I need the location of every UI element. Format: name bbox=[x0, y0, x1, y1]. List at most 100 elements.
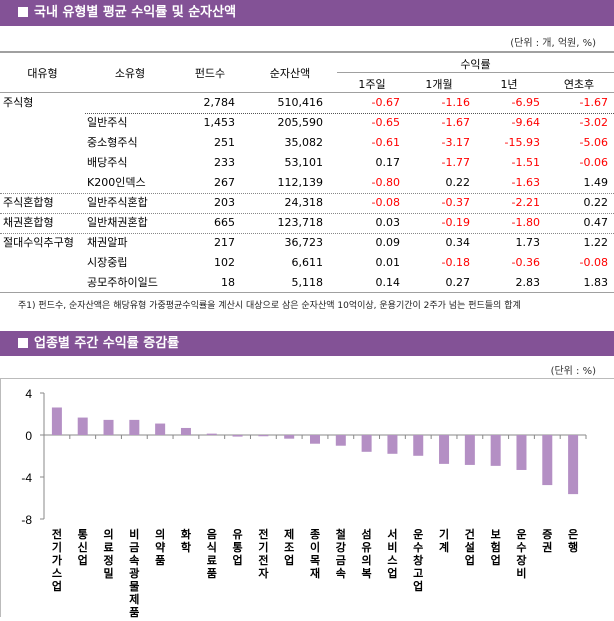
funds-cell: 267 bbox=[214, 176, 235, 189]
assets-cell: 35,082 bbox=[284, 136, 324, 149]
major-cell: 채권혼합형 bbox=[3, 216, 54, 229]
bar-기계 bbox=[439, 435, 450, 464]
y-tick-label: 4 bbox=[25, 387, 32, 401]
w1-cell: -0.65 bbox=[371, 116, 400, 129]
row-separator bbox=[0, 193, 614, 194]
w1-cell: -0.08 bbox=[371, 196, 400, 209]
ytd-cell: -1.67 bbox=[579, 96, 608, 109]
square-icon bbox=[18, 7, 28, 17]
funds-cell: 251 bbox=[214, 136, 235, 149]
ytd-cell: 0.47 bbox=[583, 216, 609, 229]
y-tick-label: -4 bbox=[21, 471, 32, 485]
minor-cell: 중소형주식 bbox=[87, 136, 138, 149]
m1-cell: -1.67 bbox=[441, 116, 470, 129]
header-minor: 소유형 bbox=[114, 67, 146, 80]
bar-건설업 bbox=[464, 435, 475, 465]
y1-cell: -15.93 bbox=[504, 136, 540, 149]
bar-통신업 bbox=[77, 417, 88, 435]
m1-cell: -0.19 bbox=[441, 216, 470, 229]
square-icon bbox=[18, 338, 28, 348]
bar-제조업 bbox=[284, 435, 295, 439]
m1-cell: -0.18 bbox=[441, 256, 470, 269]
bar-운수장비 bbox=[516, 435, 527, 470]
bar-화학 bbox=[180, 427, 191, 435]
minor-cell: 일반주식혼합 bbox=[87, 196, 148, 209]
unit-label: (단위 : 개, 억원, %) bbox=[510, 38, 596, 49]
y1-cell: -9.64 bbox=[511, 116, 540, 129]
y1-cell: 1.73 bbox=[515, 236, 541, 249]
section-title-text: 업종별 주간 수익률 증감률 bbox=[34, 336, 180, 351]
y1-cell: -1.80 bbox=[511, 216, 540, 229]
assets-cell: 6,611 bbox=[291, 256, 324, 269]
minor-cell: K200인덱스 bbox=[87, 176, 146, 189]
ytd-cell: -3.02 bbox=[579, 116, 608, 129]
assets-cell: 5,118 bbox=[291, 276, 324, 289]
bar-증권 bbox=[542, 435, 553, 486]
section-title-sector-returns: 업종별 주간 수익률 증감률 bbox=[0, 331, 614, 356]
table-bottom-border bbox=[0, 292, 614, 293]
y1-cell: -6.95 bbox=[511, 96, 540, 109]
ytd-cell: -0.08 bbox=[579, 256, 608, 269]
header-divider bbox=[337, 72, 614, 73]
unit-label: (단위 : %) bbox=[550, 366, 596, 377]
w1-cell: -0.80 bbox=[371, 176, 400, 189]
bar-운수창고업 bbox=[413, 435, 424, 456]
row-separator bbox=[0, 213, 614, 214]
m1-cell: 0.22 bbox=[445, 176, 471, 189]
m1-cell: -0.37 bbox=[441, 196, 470, 209]
funds-cell: 217 bbox=[214, 236, 235, 249]
minor-cell: 채권알파 bbox=[87, 236, 128, 249]
assets-cell: 53,101 bbox=[284, 156, 324, 169]
bar-보험업 bbox=[490, 435, 501, 466]
footnote: 주1) 펀드수, 순자산액은 해당유형 가중평균수익률을 계산시 대상으로 삼은… bbox=[18, 301, 521, 311]
row-separator bbox=[85, 113, 614, 114]
header-1y: 1년 bbox=[500, 78, 518, 91]
m1-cell: -1.16 bbox=[441, 96, 470, 109]
assets-cell: 24,318 bbox=[284, 196, 324, 209]
minor-cell: 시장중립 bbox=[87, 256, 128, 269]
minor-cell: 일반채권혼합 bbox=[87, 216, 148, 229]
bar-철강금속 bbox=[335, 435, 346, 446]
y1-cell: -1.63 bbox=[511, 176, 540, 189]
header-ytd: 연초후 bbox=[563, 78, 595, 91]
funds-cell: 102 bbox=[214, 256, 235, 269]
y-tick-label: -8 bbox=[21, 513, 32, 527]
row-separator bbox=[0, 233, 614, 234]
funds-cell: 1,453 bbox=[203, 116, 236, 129]
m1-cell: 0.27 bbox=[445, 276, 471, 289]
ytd-cell: 1.49 bbox=[583, 176, 609, 189]
bar-의료정밀 bbox=[103, 419, 114, 435]
m1-cell: -1.77 bbox=[441, 156, 470, 169]
ytd-cell: 0.22 bbox=[583, 196, 609, 209]
funds-cell: 233 bbox=[214, 156, 235, 169]
w1-cell: 0.17 bbox=[375, 156, 401, 169]
w1-cell: 0.14 bbox=[375, 276, 401, 289]
header-1w: 1주일 bbox=[358, 78, 386, 91]
funds-cell: 2,784 bbox=[203, 96, 236, 109]
m1-cell: -3.17 bbox=[441, 136, 470, 149]
header-1m: 1개월 bbox=[425, 78, 453, 91]
bar-전기가스업 bbox=[51, 407, 62, 435]
section-title-text: 국내 유형별 평균 수익률 및 순자산액 bbox=[34, 5, 237, 20]
major-cell: 주식형 bbox=[3, 96, 34, 109]
bar-전기전자 bbox=[258, 435, 269, 437]
y1-cell: -2.21 bbox=[511, 196, 540, 209]
bar-유통업 bbox=[232, 435, 243, 437]
header-funds: 펀드수 bbox=[194, 67, 226, 80]
w1-cell: 0.09 bbox=[375, 236, 401, 249]
ytd-cell: 1.22 bbox=[583, 236, 609, 249]
